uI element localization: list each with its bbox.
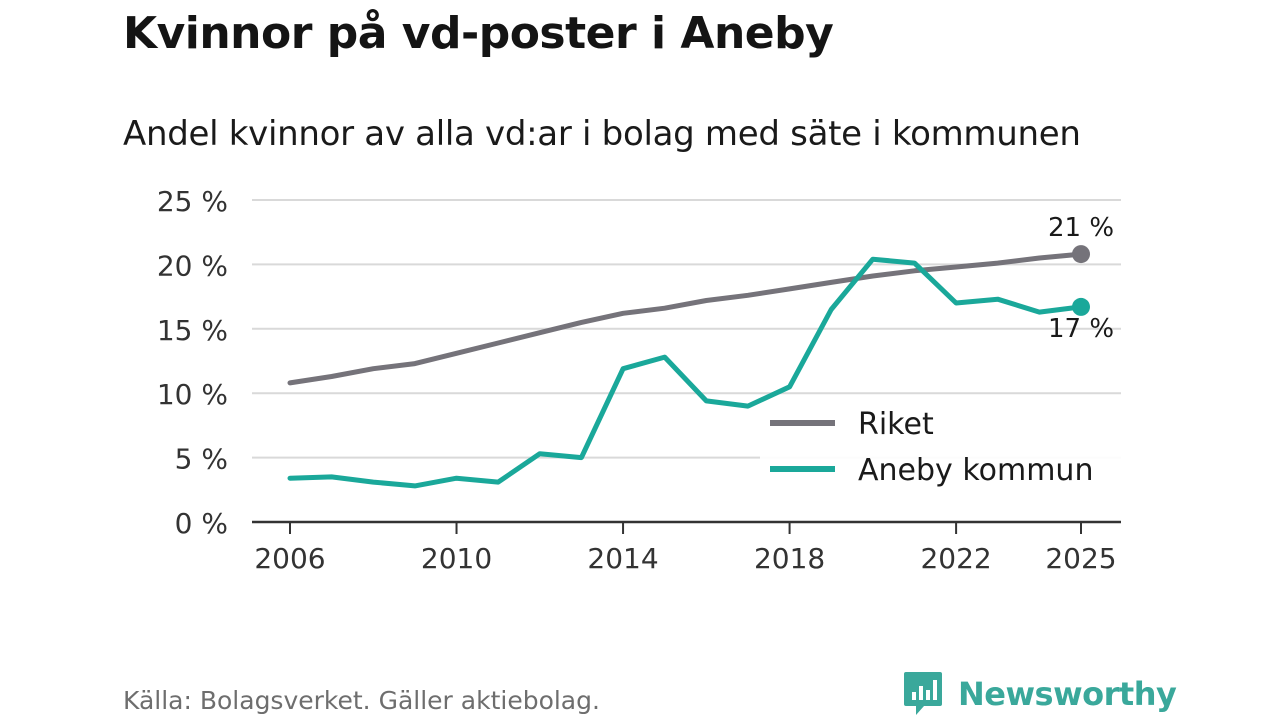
x-tick-label: 2006 <box>254 542 325 575</box>
x-axis: 2006 2010 2014 2018 2022 2025 <box>252 520 1121 575</box>
x-tick-label: 2018 <box>754 542 825 575</box>
legend-background <box>760 398 1125 502</box>
x-tick-label: 2025 <box>1045 542 1116 575</box>
chart-subtitle: Andel kvinnor av alla vd:ar i bolag med … <box>123 114 1081 154</box>
y-tick-label: 5 % <box>175 443 228 476</box>
end-value-label: 21 % <box>1048 213 1114 243</box>
legend: Riket Aneby kommun <box>760 398 1125 502</box>
y-tick-label: 20 % <box>157 249 228 282</box>
end-marker <box>1072 297 1090 316</box>
y-axis-tick-labels: 0 % 5 % 10 % 15 % 20 % 25 % <box>157 185 228 540</box>
series-line-aneby <box>287 256 1084 489</box>
end-marker <box>1072 245 1090 264</box>
y-tick-label: 0 % <box>175 507 228 540</box>
legend-label: Aneby kommun <box>858 453 1093 488</box>
x-tick-label: 2010 <box>421 542 492 575</box>
y-tick-label: 15 % <box>157 314 228 347</box>
end-value-label: 17 % <box>1048 314 1114 344</box>
series-line-riket <box>287 251 1084 386</box>
x-tick-label: 2022 <box>920 542 991 575</box>
y-tick-label: 10 % <box>157 378 228 411</box>
source-note: Källa: Bolagsverket. Gäller aktiebolag. <box>123 686 600 715</box>
series-lines <box>287 245 1090 489</box>
legend-label: Riket <box>858 407 934 442</box>
newsworthy-logo-icon <box>904 672 942 715</box>
end-labels: 21 % 17 % <box>1048 213 1114 344</box>
x-tick-label: 2014 <box>587 542 658 575</box>
chart-title: Kvinnor på vd-poster i Aneby <box>123 8 834 59</box>
brand-logo: Newsworthy <box>902 670 1177 718</box>
brand-name: Newsworthy <box>958 675 1177 713</box>
y-tick-label: 25 % <box>157 185 228 218</box>
